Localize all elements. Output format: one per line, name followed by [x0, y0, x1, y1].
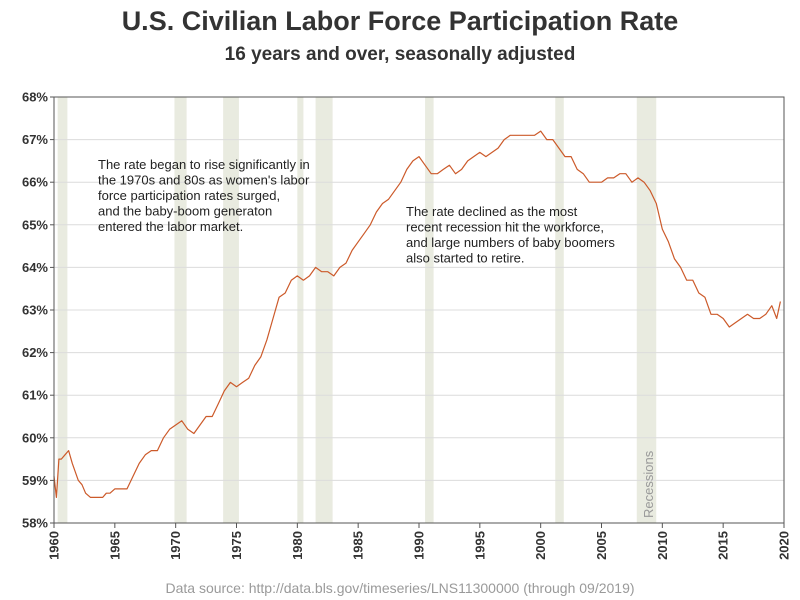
y-tick-label: 63% [22, 303, 48, 318]
x-tick-label: 1990 [412, 531, 427, 560]
y-tick-label: 59% [22, 473, 48, 488]
y-tick-label: 61% [22, 388, 48, 403]
annotation-rise: The rate began to rise significantly in … [98, 157, 313, 234]
series-layer [53, 130, 781, 498]
chart-title: U.S. Civilian Labor Force Participation … [121, 6, 679, 36]
data-source-note: Data source: http://data.bls.gov/timeser… [165, 580, 635, 596]
y-tick-label: 65% [22, 217, 48, 232]
x-tick-label: 1995 [472, 531, 487, 560]
x-tick-label: 2020 [777, 531, 792, 560]
x-tick-labels: 1960 1965 1970 1975 1980 1985 1990 1995 2000 2005… [47, 531, 792, 560]
x-tick-label: 1960 [47, 531, 62, 560]
recessions-label: Recessions [641, 450, 656, 518]
y-tick-label: 58% [22, 516, 48, 531]
x-tick-label: 2010 [655, 531, 670, 560]
axes [50, 96, 785, 528]
y-tick-label: 66% [22, 175, 48, 190]
y-tick-label: 62% [22, 345, 48, 360]
y-tick-label: 60% [22, 430, 48, 445]
x-tick-label: 2005 [594, 531, 609, 560]
annotation-decline: The rate declined as the most recent rec… [406, 204, 618, 266]
y-tick-label: 68% [22, 90, 48, 105]
chart-subtitle: 16 years and over, seasonally adjusted [224, 44, 576, 65]
y-tick-label: 64% [22, 260, 48, 275]
x-tick-label: 1975 [229, 531, 244, 560]
x-tick-label: 1985 [351, 531, 366, 560]
x-tick-label: 1965 [107, 531, 122, 560]
y-tick-labels: 58% 59% 60% 61% 62% 63% 64% 65% 66% 67% 68% [22, 90, 48, 531]
x-tick-label: 2000 [533, 531, 548, 560]
y-tick-label: 67% [22, 132, 48, 147]
x-tick-label: 1980 [290, 531, 305, 560]
x-tick-label: 1970 [168, 531, 183, 560]
series-line [53, 130, 781, 498]
x-tick-label: 2015 [716, 531, 731, 560]
